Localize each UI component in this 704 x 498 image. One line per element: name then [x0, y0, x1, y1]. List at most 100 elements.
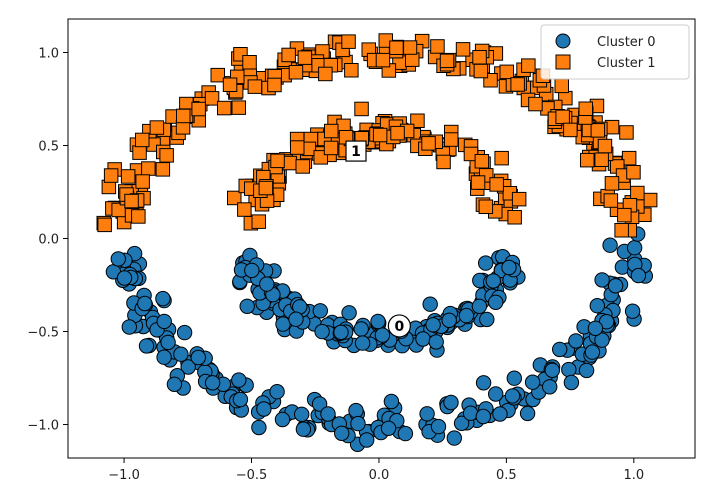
x-tick-label: 0.0 [369, 468, 390, 483]
data-point [552, 341, 568, 358]
data-point [173, 346, 189, 362]
data-point [563, 122, 578, 138]
data-point [568, 333, 584, 349]
data-point [587, 320, 604, 336]
data-point [421, 136, 436, 151]
data-point [478, 255, 494, 271]
legend: Cluster 0 Cluster 1 [540, 24, 690, 80]
legend-marker [555, 33, 571, 49]
y-tick-label: 0.5 [38, 139, 59, 154]
data-point [251, 214, 266, 229]
plot-area-frame [67, 18, 696, 459]
data-point [288, 311, 304, 327]
data-point [159, 148, 174, 163]
data-point [103, 168, 119, 183]
data-point [626, 165, 641, 180]
data-point [511, 191, 527, 207]
data-point [155, 162, 171, 177]
data-point [110, 251, 127, 267]
data-point [542, 379, 558, 395]
data-point [372, 127, 388, 143]
data-point [166, 376, 183, 392]
data-point [354, 101, 369, 117]
data-point [453, 415, 470, 431]
series-cluster-0 [105, 226, 653, 452]
data-point [380, 420, 397, 436]
legend-entry: Cluster 1 [555, 54, 656, 71]
data-point [281, 47, 296, 63]
data-point [232, 391, 249, 408]
x-tick-label: −0.5 [236, 468, 268, 483]
data-point [375, 52, 391, 68]
centroid-1: 1 [345, 140, 367, 162]
data-point [621, 150, 637, 166]
data-point [521, 58, 536, 73]
data-point [428, 334, 444, 350]
centroid-labels: 01 [345, 140, 411, 338]
data-point [471, 298, 488, 314]
data-point [275, 316, 291, 332]
data-point [441, 312, 457, 328]
data-point [528, 96, 543, 112]
data-point [121, 319, 138, 335]
data-point [116, 270, 133, 286]
legend-box [540, 24, 690, 80]
legend-marker [555, 54, 571, 70]
centroid-marker [387, 314, 411, 338]
data-point [630, 267, 647, 284]
series-cluster-1 [96, 33, 658, 238]
data-point [389, 40, 404, 55]
data-point [475, 408, 491, 425]
data-point [231, 372, 247, 388]
data-point [97, 217, 112, 233]
data-point [555, 109, 570, 125]
data-point [239, 298, 255, 314]
data-point [499, 64, 514, 80]
data-point [141, 161, 156, 176]
data-point [603, 193, 619, 208]
data-point [354, 335, 371, 351]
data-point [422, 296, 438, 312]
data-point [494, 150, 509, 166]
data-point [295, 159, 310, 174]
data-point [604, 176, 620, 191]
data-point [348, 402, 364, 419]
data-point [436, 154, 451, 170]
data-point [561, 361, 577, 378]
data-point [470, 175, 486, 190]
data-point [294, 406, 310, 422]
data-point [155, 290, 171, 307]
data-point [270, 153, 285, 169]
centroid-0: 0 [387, 314, 411, 338]
data-point [237, 202, 252, 217]
data-point [190, 349, 207, 366]
data-point [374, 327, 391, 343]
data-point [247, 79, 263, 94]
data-point [191, 101, 206, 117]
data-point [231, 100, 246, 115]
data-point [619, 125, 634, 140]
data-point [506, 370, 522, 386]
data-point [258, 180, 274, 196]
data-point [504, 388, 521, 404]
data-point [176, 324, 193, 341]
data-point [602, 237, 618, 253]
data-point [501, 259, 517, 276]
data-point [334, 425, 350, 441]
data-point [488, 386, 504, 402]
data-point [311, 396, 328, 412]
data-point [444, 132, 459, 147]
data-point [510, 77, 525, 92]
data-point [446, 430, 462, 446]
data-point [282, 155, 297, 171]
data-point [492, 406, 508, 422]
data-point [204, 375, 221, 391]
data-point [383, 393, 400, 410]
data-point [478, 199, 494, 214]
y-tick-label: −0.5 [27, 326, 59, 341]
data-point [624, 303, 641, 319]
data-point [578, 101, 593, 116]
data-point [227, 190, 242, 206]
data-point [507, 210, 522, 225]
x-tick-label: −1.0 [108, 468, 140, 483]
